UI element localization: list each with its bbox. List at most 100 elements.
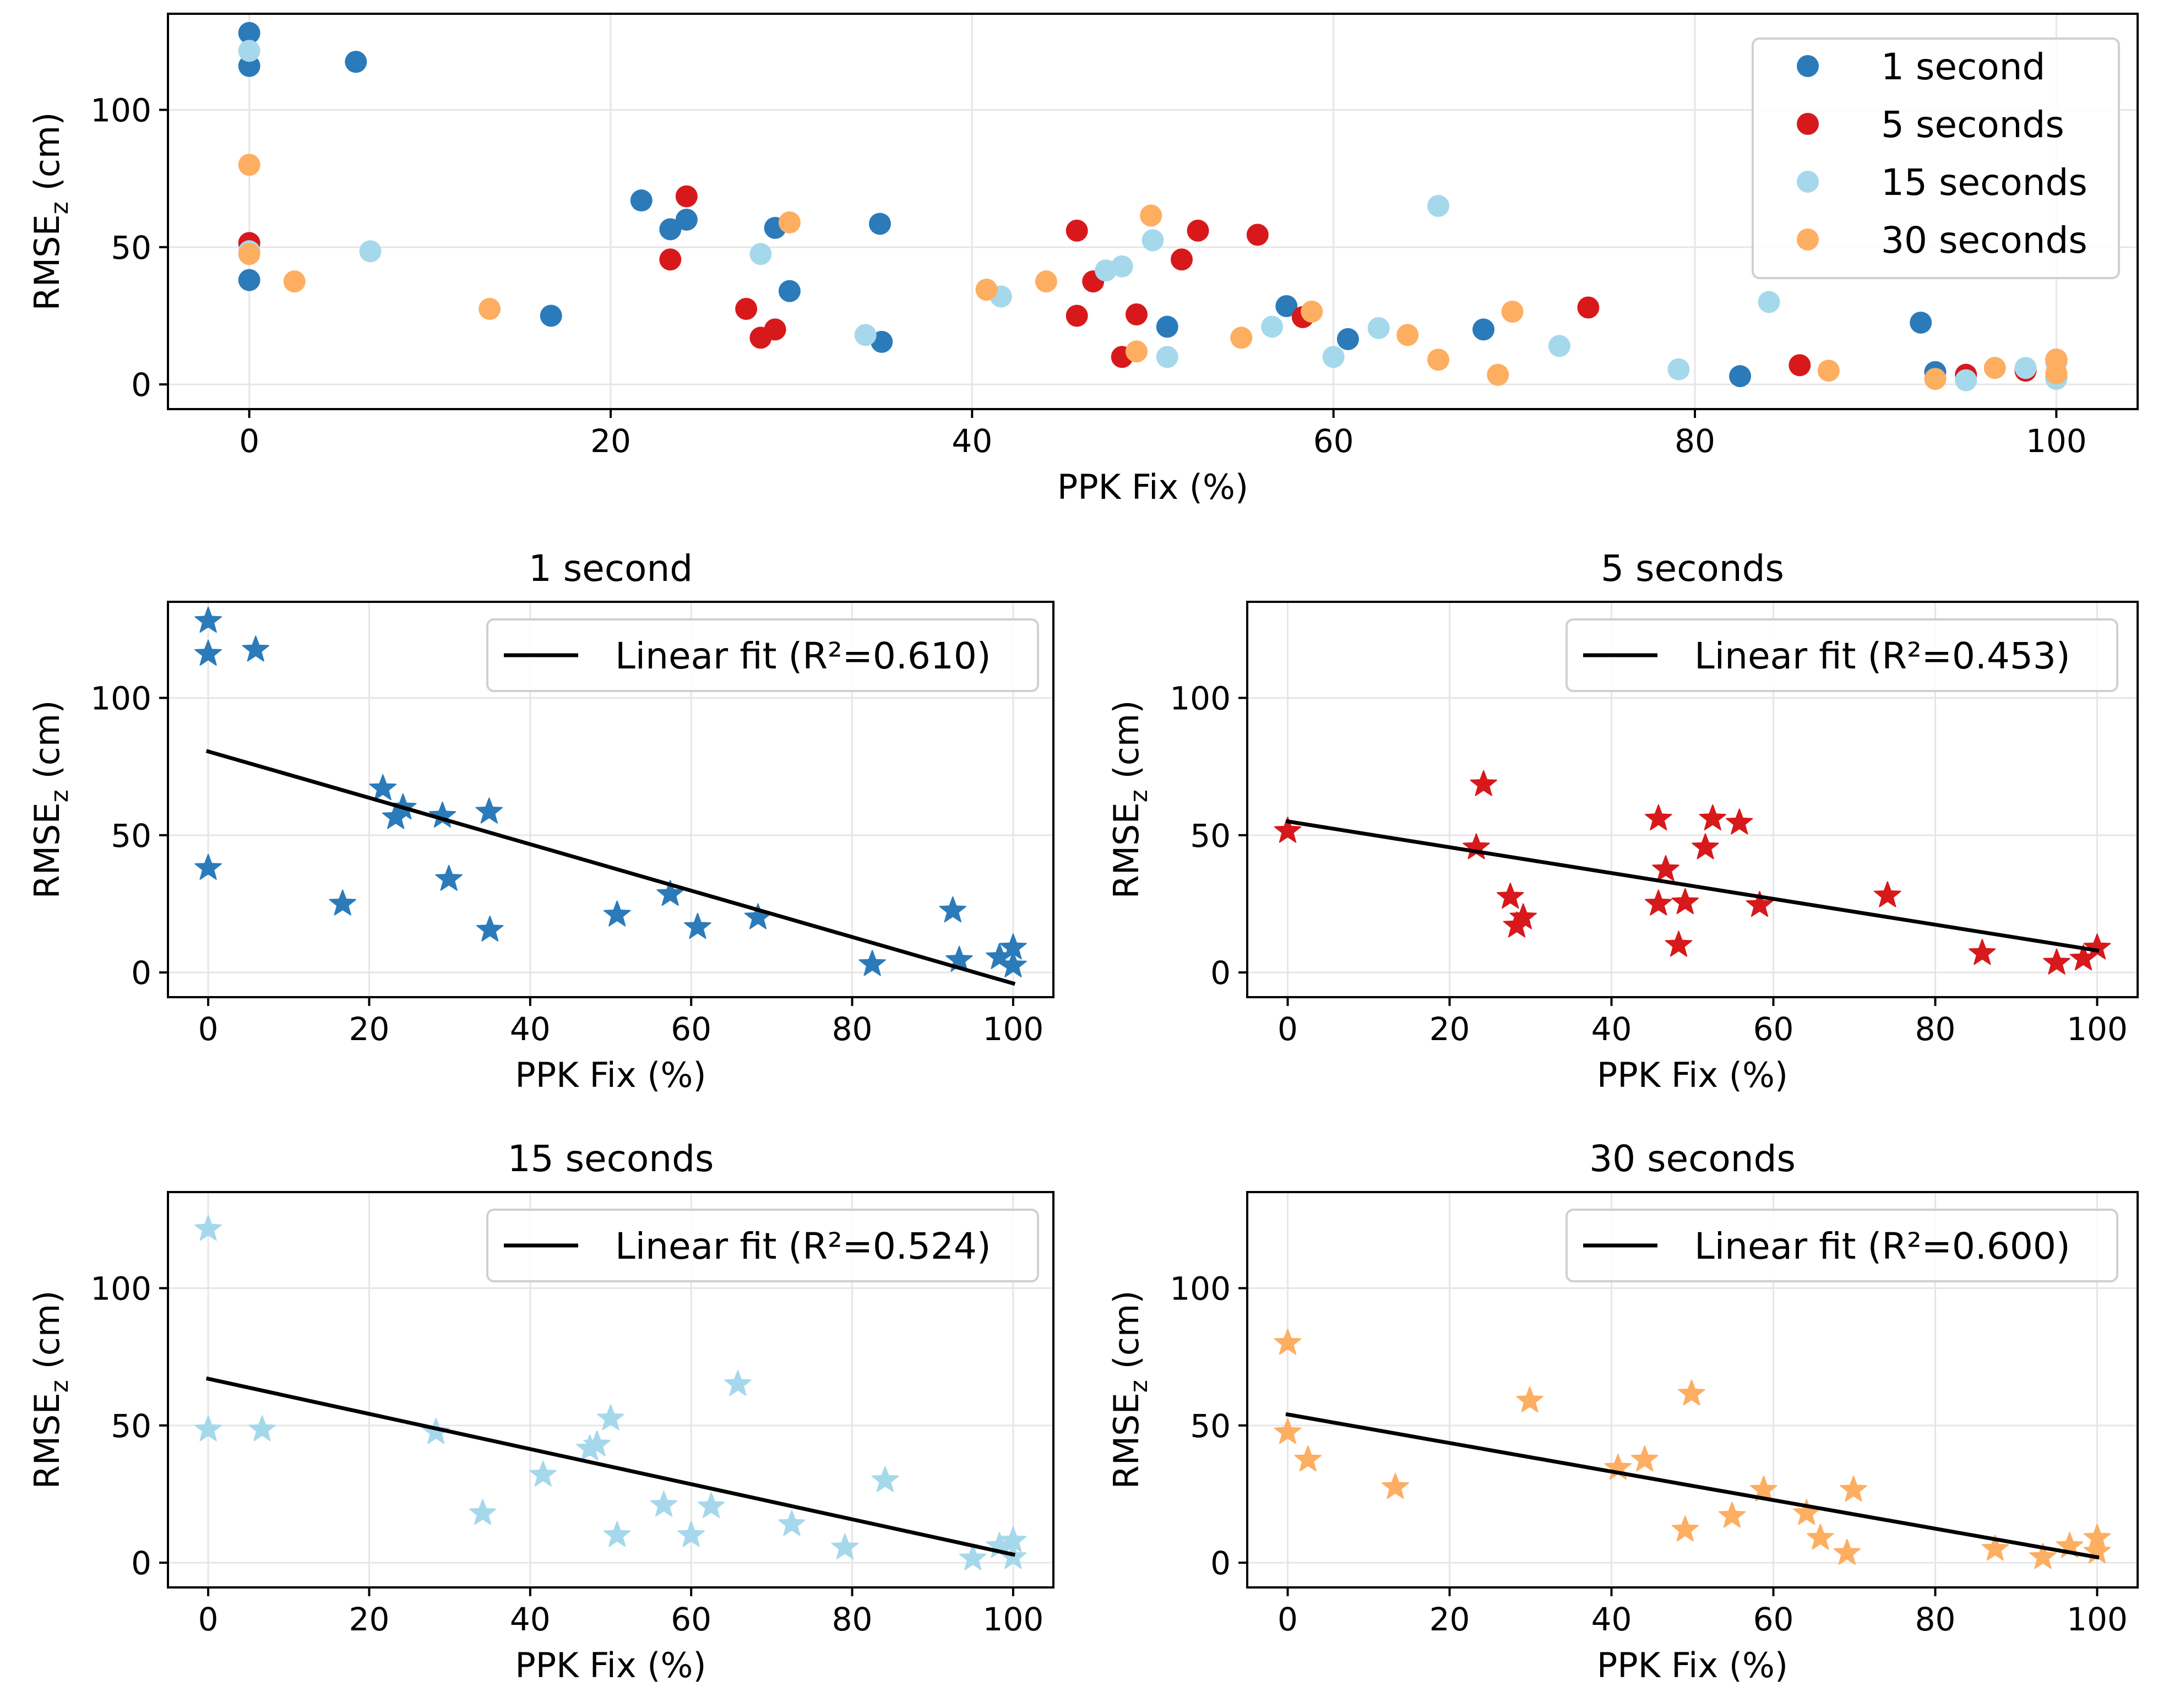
data-point: [1275, 295, 1298, 318]
data-point: [1463, 833, 1490, 860]
x-tick-label: 80: [1915, 1010, 1956, 1048]
data-point: [597, 1404, 624, 1430]
data-point: [283, 270, 306, 293]
data-point: [1840, 1476, 1867, 1502]
fit-line: [1285, 819, 2100, 953]
legend-label: 5 seconds: [1881, 104, 2064, 146]
legend-label: 15 seconds: [1881, 161, 2088, 204]
data-point: [975, 279, 998, 301]
y-tick-label: 50: [111, 229, 151, 266]
data-point: [603, 900, 631, 927]
data-point: [831, 1533, 859, 1559]
data-point: [238, 40, 260, 62]
data-point: [675, 208, 698, 231]
data-point: [1497, 883, 1524, 909]
data-point: [1187, 219, 1209, 242]
data-point: [1336, 328, 1359, 350]
data-point: [1261, 316, 1284, 338]
data-point: [1671, 1515, 1699, 1542]
data-point: [698, 1492, 725, 1519]
data-point: [1427, 349, 1450, 371]
panel-s5: 0 20 40 60 80 100 0 50 100 PPK Fix (%) RMSEz (cm) 5…: [1106, 547, 2139, 1095]
data-point: [369, 774, 397, 801]
data-point: [868, 213, 891, 235]
data-point: [435, 864, 463, 891]
data-point: [630, 189, 653, 212]
data-point: [1699, 804, 1726, 831]
data-point: [1758, 291, 1780, 313]
y-tick-label: 0: [131, 366, 151, 404]
data-point: [1472, 318, 1495, 341]
data-point: [603, 1521, 631, 1547]
panel-title: 1 second: [529, 547, 693, 590]
data-point: [329, 889, 356, 916]
data-point: [194, 1215, 222, 1241]
data-point: [1955, 369, 1977, 391]
data-point: [675, 185, 698, 208]
data-point: [1750, 1476, 1778, 1502]
y-axis-label: RMSEz (cm): [27, 112, 74, 311]
y-tick-label: 0: [131, 1544, 151, 1582]
x-axis-label: PPK Fix (%): [515, 1055, 706, 1095]
x-tick-label: 80: [1675, 422, 1715, 460]
legend-label: Linear fit (R²=0.600): [1694, 1225, 2070, 1268]
x-tick-label: 0: [1278, 1601, 1298, 1638]
data-point: [194, 639, 222, 666]
x-tick-label: 60: [671, 1601, 711, 1638]
legend-marker: [1797, 55, 1819, 77]
axes-frame: [1246, 601, 2139, 998]
y-axis-label: RMSEz (cm): [1106, 1291, 1153, 1489]
x-tick-label: 100: [983, 1601, 1044, 1638]
data-point: [1274, 1418, 1302, 1444]
legend-box: [486, 1209, 1039, 1282]
data-point: [1382, 1473, 1409, 1499]
data-point: [677, 1521, 705, 1547]
legend-label: Linear fit (R²=0.453): [1694, 635, 2070, 677]
y-tick-label: 0: [131, 954, 151, 992]
data-point: [1807, 1524, 1834, 1550]
legend-label: 30 seconds: [1881, 219, 2088, 262]
data-point: [1645, 889, 1672, 916]
data-point: [238, 154, 260, 176]
data-points: [194, 606, 1027, 977]
legend: Linear fit (R²=0.610): [486, 618, 1039, 692]
data-point: [1294, 1445, 1322, 1472]
data-point: [469, 1499, 497, 1525]
x-axis-label: PPK Fix (%): [1057, 467, 1248, 507]
y-tick-label: 100: [90, 680, 151, 717]
legend-marker: [1797, 113, 1819, 135]
data-point: [871, 1466, 899, 1492]
data-point: [1246, 224, 1269, 246]
data-point: [1230, 327, 1253, 349]
legend: 1 second 5 seconds 15 seconds 30 seconds: [1752, 37, 2120, 279]
data-point: [1833, 1538, 1861, 1565]
data-point: [1396, 324, 1419, 346]
data-point: [529, 1460, 557, 1487]
legend-box: [1565, 618, 2118, 692]
legend-marker: [1797, 171, 1819, 193]
x-tick-label: 60: [1753, 1010, 1794, 1048]
data-point: [1729, 365, 1752, 388]
data-point: [1667, 358, 1690, 380]
x-axis-label: PPK Fix (%): [1597, 1055, 1788, 1095]
x-tick-label: 100: [2067, 1601, 2128, 1638]
data-point: [1910, 311, 1932, 334]
legend-label: 1 second: [1881, 46, 2045, 88]
legend-box: [486, 618, 1039, 692]
data-point: [1140, 204, 1162, 227]
series-30-seconds: [238, 154, 2068, 390]
legend-marker: [1797, 229, 1819, 251]
data-point: [1066, 219, 1088, 242]
axes-frame: [167, 1191, 1054, 1589]
x-tick-label: 0: [198, 1601, 219, 1638]
x-tick-label: 40: [510, 1010, 551, 1048]
data-point: [238, 21, 260, 44]
legend-label: Linear fit (R²=0.610): [615, 635, 991, 677]
data-point: [1516, 1386, 1543, 1413]
data-point: [1726, 808, 1753, 835]
data-point: [1156, 346, 1178, 368]
data-point: [659, 248, 682, 271]
y-tick-label: 100: [90, 1270, 151, 1308]
data-point: [248, 1415, 276, 1442]
x-tick-label: 20: [590, 422, 631, 460]
